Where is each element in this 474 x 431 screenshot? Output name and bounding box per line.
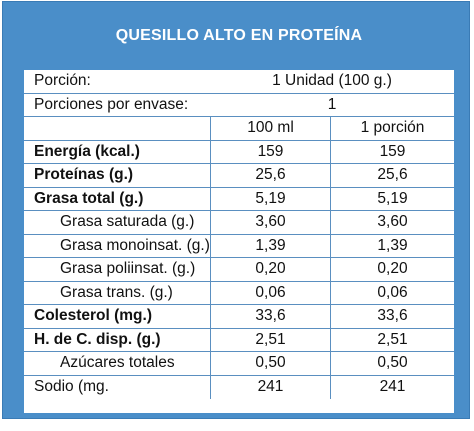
nutrient-value-portion: 241 (330, 375, 454, 399)
nutrient-row: Grasa poliinsat. (g.) 0,20 0,20 (24, 258, 454, 282)
nutrient-label: Azúcares totales (60, 354, 175, 372)
nutrient-value-portion: 25,6 (330, 164, 454, 187)
nutrient-label: Proteínas (g.) (34, 166, 134, 184)
nutrient-row: Sodio (mg. 241 241 (24, 375, 454, 399)
nutrient-value-portion: 2,51 (330, 328, 454, 351)
nutrient-value-100ml: 25,6 (210, 164, 330, 187)
nutrient-value-portion: 33,6 (330, 305, 454, 328)
nutrient-value-100ml: 3,60 (210, 211, 330, 234)
nutrient-row: Azúcares totales 0,50 0,50 (24, 352, 454, 376)
nutrient-label: Grasa total (g.) (34, 189, 144, 207)
nutrient-value-100ml: 0,06 (210, 281, 330, 304)
nutrient-value-portion: 0,06 (330, 281, 454, 304)
nutrient-label: Grasa trans. (g.) (60, 283, 173, 301)
nutrient-row: Energía (kcal.) 159 159 (24, 140, 454, 164)
nutrient-label: Grasa monoinsat. (g.) (60, 236, 210, 254)
nutrient-row: H. de C. disp. (g.) 2,51 2,51 (24, 328, 454, 352)
nutrient-value-100ml: 241 (210, 375, 330, 399)
nutrient-value-100ml: 0,20 (210, 258, 330, 281)
portion-value: 1 Unidad (100 g.) (272, 72, 392, 90)
nutrient-value-100ml: 33,6 (210, 305, 330, 328)
nutrient-value-portion: 5,19 (330, 187, 454, 210)
nutrient-value-portion: 1,39 (330, 234, 454, 257)
portion-label: Porción: (34, 72, 91, 90)
nutrition-table: Porción: 1 Unidad (100 g.) Porciones por… (24, 70, 454, 413)
header-row: 100 ml 1 porción (24, 117, 454, 141)
nutrient-label: Energía (kcal.) (34, 142, 140, 160)
label-title: QUESILLO ALTO EN PROTEÍNA (115, 27, 363, 44)
nutrient-label: H. de C. disp. (g.) (34, 330, 161, 348)
servings-row: Porciones por envase: 1 (24, 94, 454, 117)
header-empty-cell (24, 117, 210, 140)
servings-value: 1 (327, 95, 337, 113)
nutrient-value-portion: 0,50 (330, 352, 454, 375)
nutrient-row: Proteínas (g.) 25,6 25,6 (24, 164, 454, 188)
nutrient-value-portion: 159 (330, 140, 454, 163)
nutrient-label: Sodio (mg. (34, 378, 109, 396)
nutrient-value-portion: 0,20 (330, 258, 454, 281)
nutrient-value-100ml: 2,51 (210, 328, 330, 351)
nutrient-row: Grasa total (g.) 5,19 5,19 (24, 187, 454, 211)
portion-row: Porción: 1 Unidad (100 g.) (24, 70, 454, 94)
nutrient-value-100ml: 1,39 (210, 234, 330, 257)
nutrient-row: Grasa saturada (g.) 3,60 3,60 (24, 211, 454, 235)
nutrient-row: Grasa trans. (g.) 0,06 0,06 (24, 281, 454, 305)
nutrient-value-100ml: 5,19 (210, 187, 330, 210)
nutrition-label: QUESILLO ALTO EN PROTEÍNA Porción: 1 Uni… (2, 1, 470, 419)
nutrient-label: Colesterol (mg.) (34, 307, 152, 325)
nutrient-value-100ml: 0,50 (210, 352, 330, 375)
servings-label: Porciones por envase: (34, 95, 189, 113)
nutrient-label: Grasa saturada (g.) (60, 213, 195, 231)
header-col-100ml: 100 ml (210, 117, 330, 140)
nutrient-row: Colesterol (mg.) 33,6 33,6 (24, 305, 454, 329)
nutrient-value-portion: 3,60 (330, 211, 454, 234)
nutrient-value-100ml: 159 (210, 140, 330, 163)
header-col-portion: 1 porción (330, 117, 454, 140)
nutrient-label: Grasa poliinsat. (g.) (60, 260, 196, 278)
nutrient-row: Grasa monoinsat. (g.) 1,39 1,39 (24, 234, 454, 258)
